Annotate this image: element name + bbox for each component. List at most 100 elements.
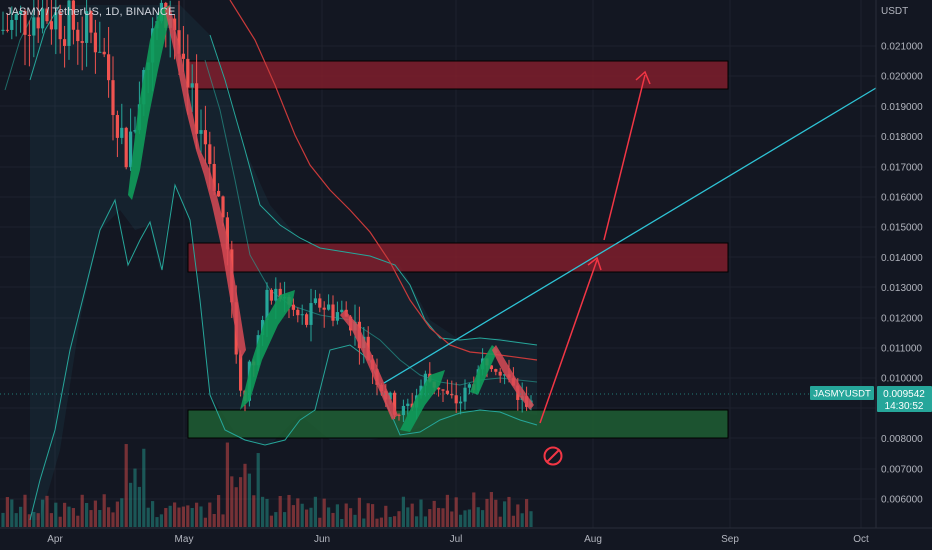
- candle-body: [450, 393, 454, 396]
- candle-body: [463, 387, 467, 402]
- candle-body: [269, 289, 273, 301]
- candle-body: [1, 29, 5, 31]
- volume-bar: [225, 442, 229, 527]
- time-axis-label: Apr: [47, 534, 63, 545]
- volume-bar: [129, 482, 133, 527]
- volume-bar: [445, 494, 449, 527]
- volume-bar: [89, 510, 93, 527]
- price-tick-label: 0.007000: [881, 464, 923, 475]
- candle-body: [423, 373, 427, 386]
- candle-body: [58, 12, 62, 40]
- candle-body: [340, 309, 344, 313]
- candle-body: [27, 34, 31, 36]
- candle-body: [80, 41, 84, 43]
- candle-body: [93, 32, 97, 53]
- volume-bar: [441, 508, 445, 527]
- price-tick-label: 0.010000: [881, 374, 923, 385]
- volume-bar: [388, 516, 392, 527]
- candle-body: [120, 127, 124, 138]
- candle-body: [221, 196, 225, 218]
- volume-bar: [142, 448, 146, 527]
- volume-bar: [415, 516, 419, 527]
- price-badge: JASMYUSDT 0.009542 14:30:52: [810, 386, 932, 412]
- volume-bar: [67, 506, 71, 527]
- volume-bar: [401, 496, 405, 527]
- volume-bar: [432, 500, 436, 527]
- candle-body: [305, 314, 309, 325]
- volume-bar: [357, 497, 361, 527]
- candle-body: [98, 51, 102, 53]
- volume-bar: [221, 514, 225, 527]
- volume-bar: [168, 505, 172, 527]
- volume-bar: [459, 514, 463, 527]
- volume-bar: [344, 503, 348, 527]
- candle-body: [41, 8, 45, 29]
- volume-bar: [164, 508, 168, 527]
- candle-body: [5, 29, 9, 31]
- volume-bar: [45, 495, 49, 527]
- candle-body: [195, 83, 199, 134]
- price-tick-label: 0.008000: [881, 434, 923, 445]
- projection-arrows: [539, 70, 651, 424]
- candle-body: [14, 14, 18, 20]
- price-axis-unit: USDT: [881, 6, 909, 17]
- symbol-title: JASMY / TetherUS, 1D, BINANCE: [6, 6, 176, 18]
- moving-average-line: [229, 0, 538, 361]
- volume-bar: [274, 512, 278, 527]
- volume-bar: [406, 507, 410, 527]
- volume-bar: [58, 516, 62, 527]
- volume-bar: [305, 509, 309, 527]
- candle-body: [208, 144, 212, 164]
- volume-bar: [102, 494, 106, 527]
- volume-bar: [485, 498, 489, 527]
- ascending-trendline: [383, 87, 877, 384]
- candle-body: [71, 0, 75, 30]
- candle-body: [291, 304, 295, 310]
- volume-bar: [379, 517, 383, 527]
- candle-body: [265, 289, 269, 320]
- bollinger-basis-line: [4, 9, 538, 386]
- candle-body: [102, 51, 106, 55]
- volume-bar: [217, 495, 221, 527]
- price-tick-label: 0.021000: [881, 42, 923, 53]
- time-axis-label: Sep: [721, 534, 739, 545]
- volume-bar: [159, 514, 163, 527]
- time-axis-labels: Apr May Jun Jul Aug Sep Oct: [47, 534, 869, 545]
- price-tick-label: 0.020000: [881, 72, 923, 83]
- candle-body: [309, 303, 313, 325]
- volume-bar: [247, 473, 251, 527]
- volume-bar: [437, 507, 441, 527]
- volume-bar: [98, 510, 102, 527]
- volume-bar: [93, 500, 97, 527]
- volume-bar: [362, 518, 366, 527]
- price-tick-label: 0.015000: [881, 223, 923, 234]
- volume-bar: [107, 507, 111, 527]
- volume-bar: [498, 516, 502, 527]
- candle-body: [32, 17, 36, 36]
- volume-bar: [137, 486, 141, 527]
- volume-bar: [410, 503, 414, 527]
- volume-bar: [256, 453, 260, 527]
- trend-ribbon-up-4: [470, 345, 498, 395]
- volume-bar: [384, 505, 388, 527]
- volume-bar: [32, 511, 36, 527]
- volume-bar: [503, 501, 507, 527]
- volume-bar: [203, 517, 207, 527]
- volume-bar: [23, 494, 27, 527]
- candle-body: [36, 17, 40, 29]
- volume-bars: [1, 442, 533, 527]
- candle-body: [239, 354, 243, 391]
- volume-bar: [230, 476, 234, 527]
- volume-bar: [208, 502, 212, 527]
- trend-ribbon-down: [165, 5, 246, 360]
- volume-bar: [393, 516, 397, 527]
- volume-bar: [481, 510, 485, 527]
- volume-bar: [278, 495, 282, 527]
- volume-bar: [151, 501, 155, 527]
- candle-body: [503, 374, 507, 376]
- volume-bar: [340, 518, 344, 527]
- volume-bar: [454, 497, 458, 527]
- candle-body: [467, 384, 471, 388]
- candle-body: [322, 307, 326, 310]
